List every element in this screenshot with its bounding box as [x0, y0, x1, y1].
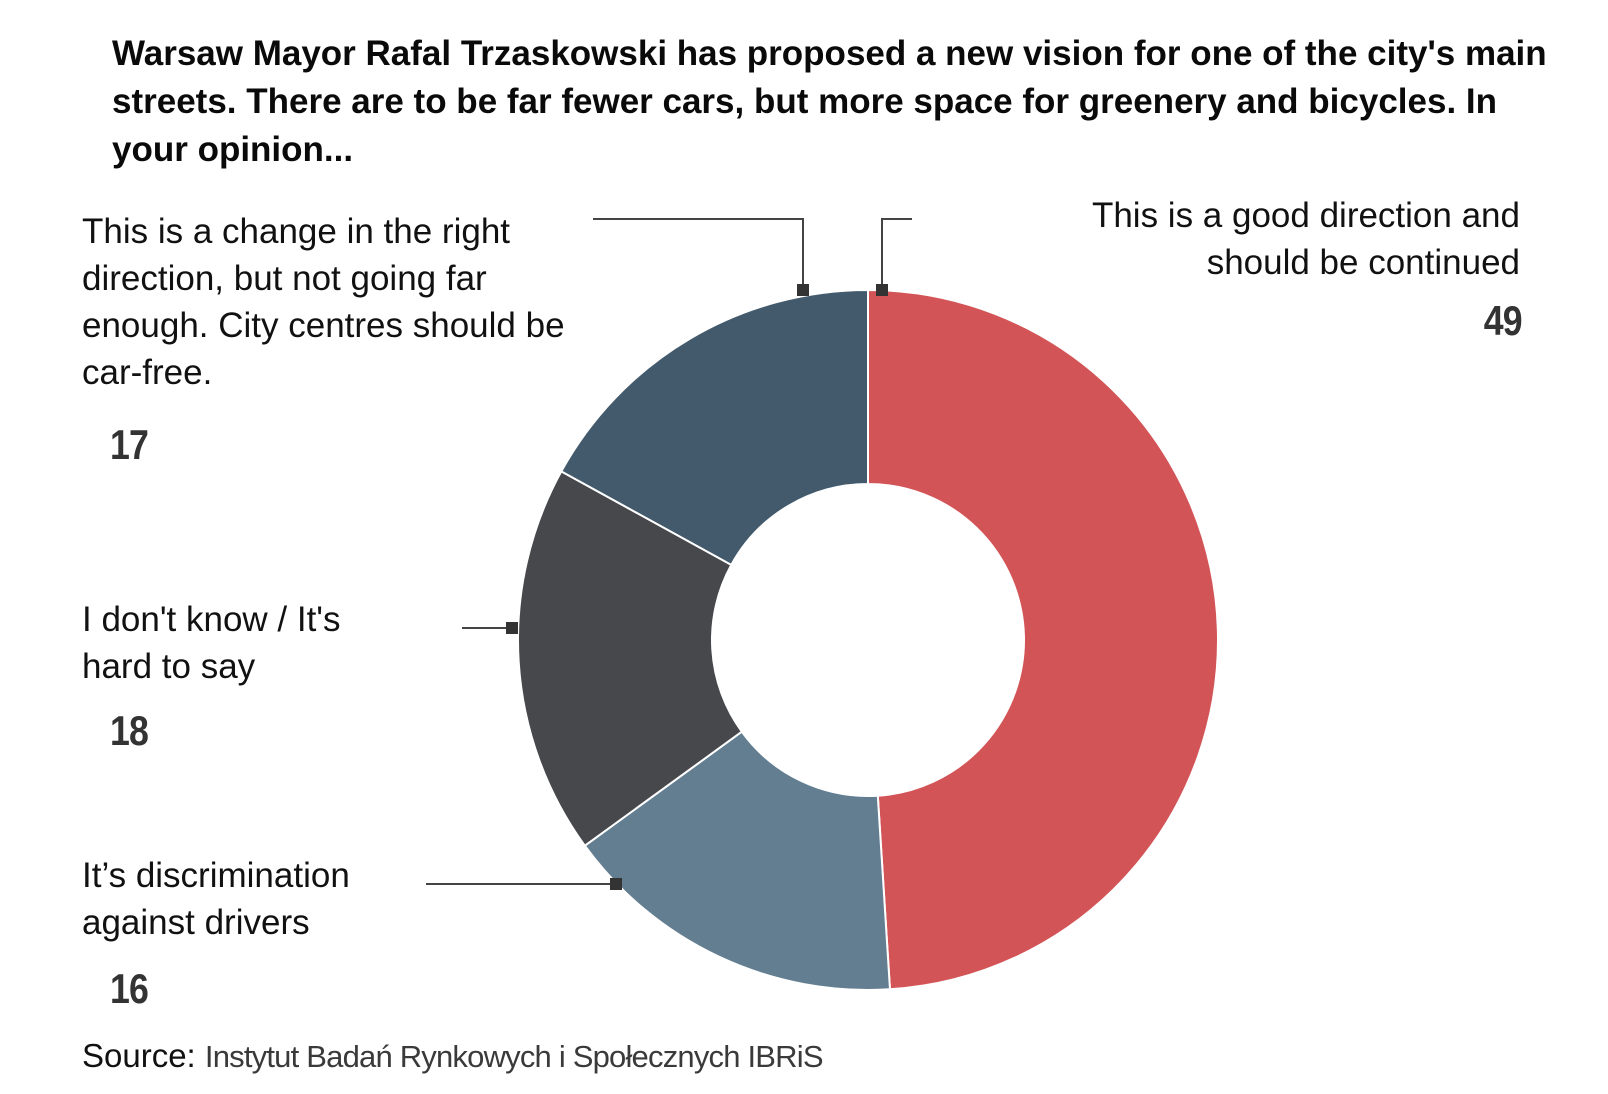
- leader-lines: [426, 218, 912, 890]
- slice-value-right-direction: 17: [110, 421, 149, 468]
- donut-slices: [517, 288, 1219, 991]
- donut-slice-discrimination: [583, 730, 892, 991]
- donut-slice-dont-know: [517, 470, 744, 848]
- slice-label-right-direction: This is a change in the right direction,…: [82, 212, 565, 392]
- leader-marker-right-direction: [797, 284, 809, 296]
- leader-marker-dont-know: [506, 622, 518, 634]
- source-line: Source: Instytut Badań Rynkowych i Społe…: [82, 1036, 824, 1077]
- slice-value-discrimination: 16: [110, 965, 149, 1012]
- donut-slice-good-direction: [867, 288, 1219, 991]
- leader-marker-good-direction: [876, 284, 888, 296]
- donut-slice-right-direction: [559, 288, 869, 567]
- slice-value-dont-know: 18: [110, 707, 149, 754]
- source-prefix: Source:: [82, 1037, 196, 1074]
- leader-line-good-direction: [881, 218, 912, 290]
- leader-marker-discrimination: [610, 878, 622, 890]
- leader-line-right-direction: [593, 218, 804, 290]
- slice-label-dont-know: I don't know / It's hard to say: [82, 600, 341, 686]
- slice-value-good-direction: 49: [1483, 297, 1523, 344]
- chart-title: Warsaw Mayor Rafal Trzaskowski has propo…: [112, 34, 1547, 169]
- slice-label-good-direction: This is a good direction and should be c…: [1091, 196, 1520, 282]
- source-name: Instytut Badań Rynkowych i Społecznych I…: [204, 1039, 824, 1074]
- slice-label-discrimination: It’s discrimination against drivers: [82, 856, 350, 942]
